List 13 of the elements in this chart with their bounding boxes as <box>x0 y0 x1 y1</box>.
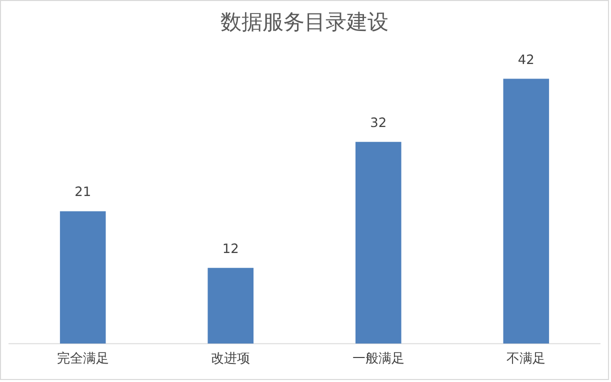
bar <box>355 142 402 344</box>
x-tick-label: 完全满足 <box>56 350 109 367</box>
bar <box>208 268 254 344</box>
data-label: 21 <box>74 185 92 200</box>
bar <box>503 78 550 344</box>
x-tick-label: 不满足 <box>506 352 546 367</box>
chart-title: 数据服务目录建设 <box>220 10 389 34</box>
data-label: 42 <box>518 52 534 68</box>
data-label: 12 <box>222 242 239 257</box>
x-tick-label: 一般满足 <box>352 352 404 367</box>
data-label: 32 <box>370 116 387 131</box>
x-tick-label: 改进项 <box>211 352 250 367</box>
bar <box>60 211 106 344</box>
